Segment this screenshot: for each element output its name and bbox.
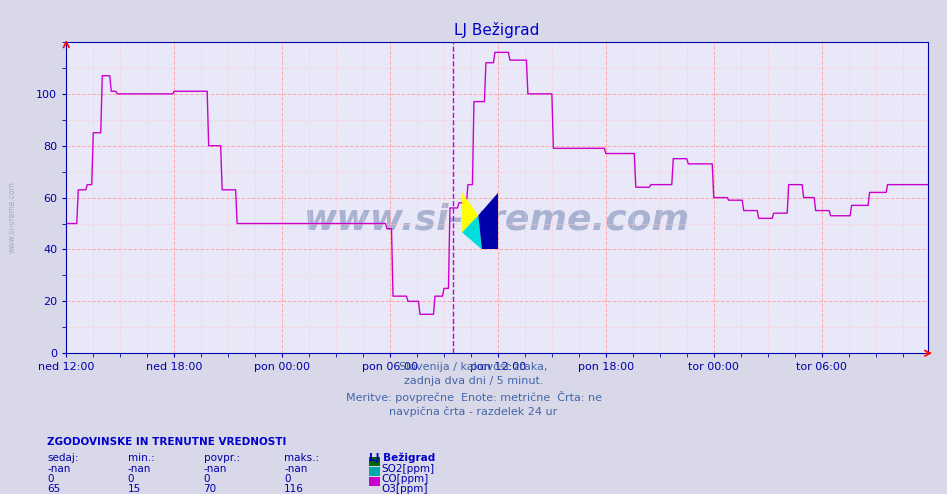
Text: 0: 0	[47, 474, 54, 484]
Text: CO[ppm]: CO[ppm]	[382, 474, 429, 484]
Text: -nan: -nan	[47, 464, 71, 474]
Polygon shape	[462, 193, 478, 233]
Text: ZGODOVINSKE IN TRENUTNE VREDNOSTI: ZGODOVINSKE IN TRENUTNE VREDNOSTI	[47, 437, 287, 447]
Text: -nan: -nan	[204, 464, 227, 474]
Text: www.si-vreme.com: www.si-vreme.com	[8, 181, 17, 253]
Text: povpr.:: povpr.:	[204, 453, 240, 463]
Text: 0: 0	[284, 474, 291, 484]
Text: -nan: -nan	[128, 464, 152, 474]
Text: 0: 0	[128, 474, 134, 484]
Text: maks.:: maks.:	[284, 453, 319, 463]
Text: 15: 15	[128, 484, 141, 494]
Text: sedaj:: sedaj:	[47, 453, 79, 463]
Text: 70: 70	[204, 484, 217, 494]
Polygon shape	[462, 215, 482, 249]
Text: O3[ppm]: O3[ppm]	[382, 484, 428, 494]
Polygon shape	[478, 193, 498, 249]
Title: LJ Bežigrad: LJ Bežigrad	[455, 22, 540, 38]
Text: 0: 0	[204, 474, 210, 484]
Text: LJ Bežigrad: LJ Bežigrad	[369, 453, 436, 463]
Text: Slovenija / kakovost zraka,
zadnja dva dni / 5 minut.
Meritve: povprečne  Enote:: Slovenija / kakovost zraka, zadnja dva d…	[346, 362, 601, 417]
Text: SO2[ppm]: SO2[ppm]	[382, 464, 435, 474]
Text: -nan: -nan	[284, 464, 308, 474]
Text: 116: 116	[284, 484, 304, 494]
Text: www.si-vreme.com: www.si-vreme.com	[304, 203, 690, 237]
Text: min.:: min.:	[128, 453, 154, 463]
Text: 65: 65	[47, 484, 61, 494]
